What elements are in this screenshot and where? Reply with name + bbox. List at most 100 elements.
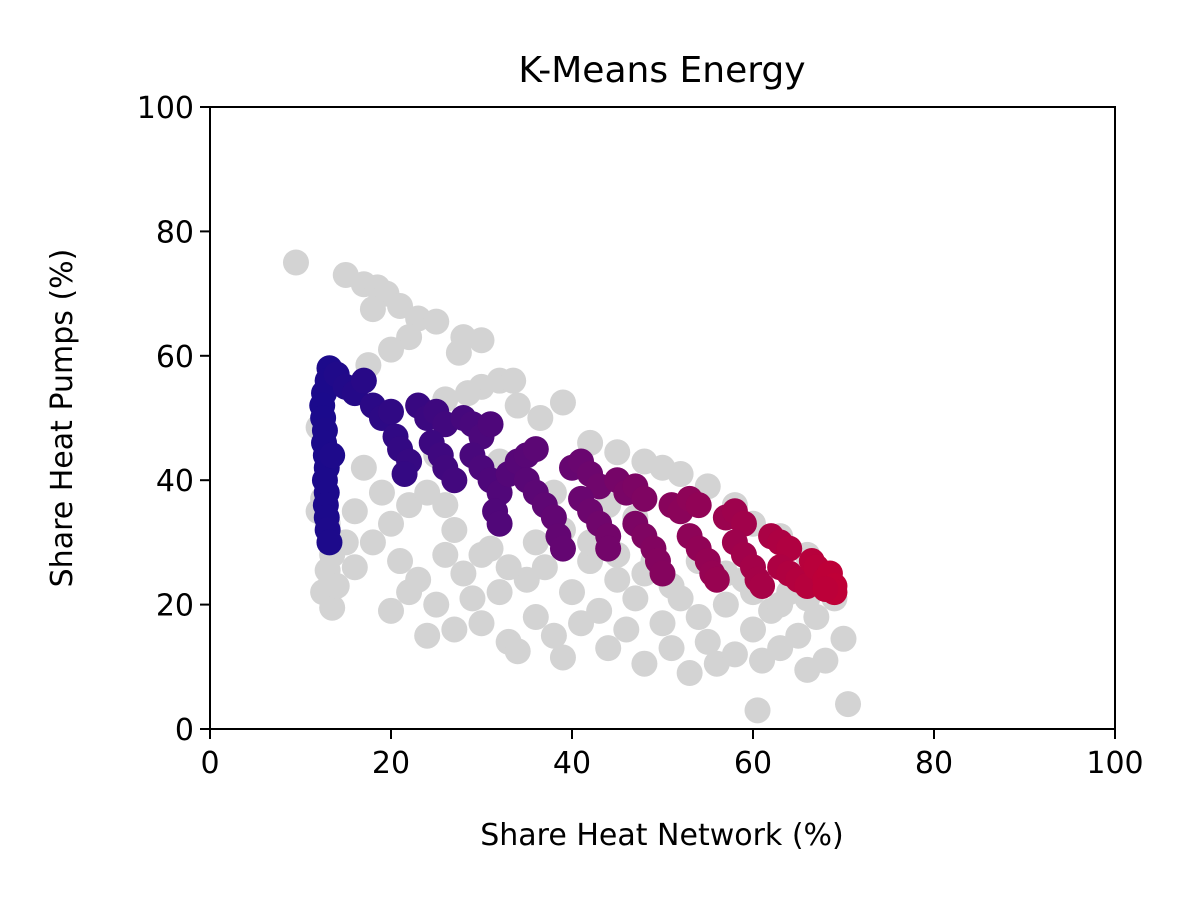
x-tick-label: 20 bbox=[372, 746, 410, 781]
background-point bbox=[450, 560, 477, 587]
background-point bbox=[540, 622, 567, 649]
background-point bbox=[405, 566, 432, 593]
background-point bbox=[441, 616, 468, 643]
background-point bbox=[586, 597, 613, 624]
background-point bbox=[445, 339, 472, 366]
background-point bbox=[319, 594, 346, 621]
background-point bbox=[527, 405, 554, 431]
background-point bbox=[454, 380, 481, 407]
background-point bbox=[522, 529, 549, 556]
cluster-point bbox=[703, 566, 730, 593]
cluster-point bbox=[812, 576, 839, 603]
y-tick-label: 100 bbox=[137, 91, 194, 126]
chart-title: K-Means Energy bbox=[518, 50, 805, 91]
x-axis-title: Share Heat Network (%) bbox=[480, 818, 844, 853]
background-point bbox=[812, 647, 839, 674]
background-point bbox=[767, 591, 794, 618]
background-point bbox=[595, 635, 622, 662]
background-point bbox=[504, 392, 531, 419]
background-point bbox=[359, 296, 386, 323]
background-point bbox=[486, 579, 513, 606]
background-point bbox=[282, 249, 309, 276]
x-tick-label: 80 bbox=[915, 746, 953, 781]
x-axis: 0 20 40 60 80 100 bbox=[200, 729, 1144, 781]
background-point bbox=[549, 389, 576, 416]
background-point bbox=[549, 644, 576, 671]
background-point bbox=[694, 628, 721, 655]
background-point bbox=[396, 492, 423, 519]
background-point bbox=[378, 510, 404, 537]
cluster-point bbox=[595, 535, 622, 562]
y-tick-label: 40 bbox=[156, 464, 194, 499]
background-point bbox=[685, 604, 712, 631]
background-point bbox=[513, 566, 540, 593]
background-point bbox=[568, 610, 595, 637]
background-point bbox=[323, 572, 350, 599]
background-point bbox=[712, 591, 739, 618]
background-point bbox=[495, 554, 522, 581]
background-point bbox=[396, 324, 423, 351]
background-point bbox=[531, 554, 558, 581]
x-tick-label: 100 bbox=[1086, 746, 1143, 781]
background-point bbox=[432, 492, 459, 519]
background-point bbox=[341, 554, 368, 581]
cluster-point bbox=[649, 560, 676, 587]
y-tick-label: 60 bbox=[156, 340, 194, 375]
background-point bbox=[414, 622, 441, 649]
background-points bbox=[282, 249, 862, 724]
background-point bbox=[387, 548, 414, 575]
x-tick-label: 0 bbox=[200, 746, 219, 781]
background-point bbox=[604, 566, 631, 593]
cluster-point bbox=[378, 398, 404, 425]
background-point bbox=[504, 638, 531, 665]
cluster-point bbox=[477, 411, 504, 438]
cluster-point bbox=[522, 436, 549, 463]
background-point bbox=[350, 454, 377, 481]
background-point bbox=[459, 585, 486, 612]
background-point bbox=[613, 616, 640, 643]
y-axis: 0 20 40 60 80 100 bbox=[137, 91, 210, 748]
background-point bbox=[559, 579, 585, 606]
background-point bbox=[468, 610, 495, 637]
background-point bbox=[378, 597, 404, 624]
background-point bbox=[577, 548, 604, 575]
background-point bbox=[631, 650, 658, 677]
background-point bbox=[441, 516, 468, 543]
background-point bbox=[622, 585, 649, 612]
background-point bbox=[359, 529, 386, 556]
background-point bbox=[414, 479, 441, 506]
background-point bbox=[500, 367, 527, 394]
cluster-points bbox=[309, 355, 848, 606]
background-point bbox=[658, 635, 685, 662]
background-point bbox=[432, 541, 459, 568]
background-point bbox=[749, 647, 776, 674]
cluster-point bbox=[749, 572, 776, 599]
background-point bbox=[721, 641, 748, 668]
background-point bbox=[744, 697, 771, 724]
background-point bbox=[468, 541, 495, 568]
background-point bbox=[785, 622, 812, 649]
background-point bbox=[767, 635, 794, 662]
cluster-point bbox=[549, 535, 576, 562]
y-axis-title: Share Heat Pumps (%) bbox=[45, 249, 80, 588]
background-point bbox=[423, 308, 450, 335]
cluster-point bbox=[316, 529, 343, 556]
plot-frame bbox=[209, 106, 1116, 730]
background-point bbox=[341, 498, 368, 525]
background-point bbox=[423, 591, 450, 618]
background-point bbox=[378, 336, 404, 363]
background-point bbox=[740, 616, 766, 643]
background-point bbox=[604, 439, 631, 466]
background-point bbox=[835, 691, 862, 718]
background-point bbox=[368, 479, 395, 506]
x-tick-label: 60 bbox=[734, 746, 772, 781]
cluster-point bbox=[685, 492, 712, 519]
cluster-point bbox=[441, 467, 468, 494]
background-point bbox=[830, 625, 857, 652]
y-tick-label: 0 bbox=[175, 713, 194, 748]
x-tick-label: 40 bbox=[553, 746, 591, 781]
background-point bbox=[649, 610, 676, 637]
cluster-point bbox=[319, 442, 346, 469]
background-point bbox=[387, 293, 414, 320]
